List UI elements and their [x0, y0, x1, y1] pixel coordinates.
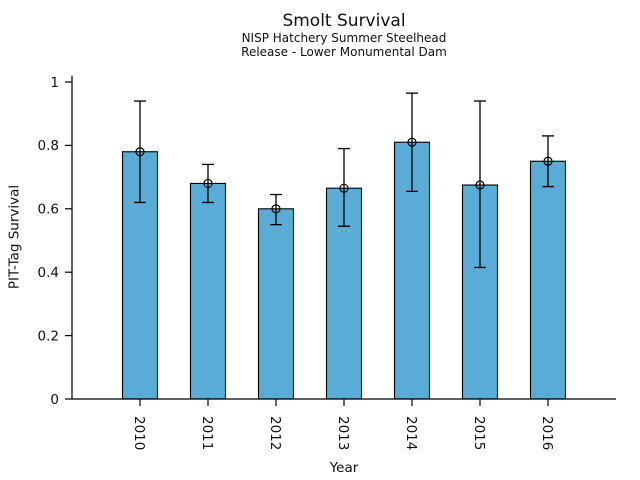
chart-subtitle-line1: NISP Hatchery Summer Steelhead	[241, 31, 447, 45]
point-marker-2010	[135, 147, 145, 157]
x-tick-label-2014: 2014	[403, 416, 419, 450]
bar-2011	[189, 182, 227, 400]
bar-2016	[529, 160, 567, 400]
chart-title: Smolt Survival	[282, 11, 406, 31]
y-tick-label-0.6: 0.6	[38, 202, 59, 218]
y-tick-label-0: 0	[50, 392, 59, 408]
point-marker-2014	[407, 137, 417, 147]
bar-2012	[257, 208, 295, 400]
x-axis-label: Year	[329, 460, 359, 476]
point-marker-2012	[271, 204, 281, 214]
point-marker-2011	[203, 178, 213, 189]
x-tick-label-2010: 2010	[131, 416, 147, 450]
y-tick-label-1: 1	[50, 75, 59, 91]
x-tick-label-2013: 2013	[335, 416, 351, 450]
y-tick-label-0.2: 0.2	[38, 328, 59, 344]
x-tick-label-2012: 2012	[267, 416, 283, 450]
x-tick-label-2015: 2015	[471, 416, 487, 450]
y-tick-label-0.8: 0.8	[38, 138, 59, 154]
point-marker-2016	[543, 156, 553, 166]
x-tick-label-2016: 2016	[539, 416, 555, 450]
point-marker-2013	[339, 183, 349, 193]
point-marker-2015	[475, 180, 485, 190]
chart-subtitle-line2: Release - Lower Monumental Dam	[241, 45, 447, 59]
x-tick-label-2011: 2011	[199, 416, 215, 450]
y-tick-label-0.4: 0.4	[38, 265, 59, 281]
